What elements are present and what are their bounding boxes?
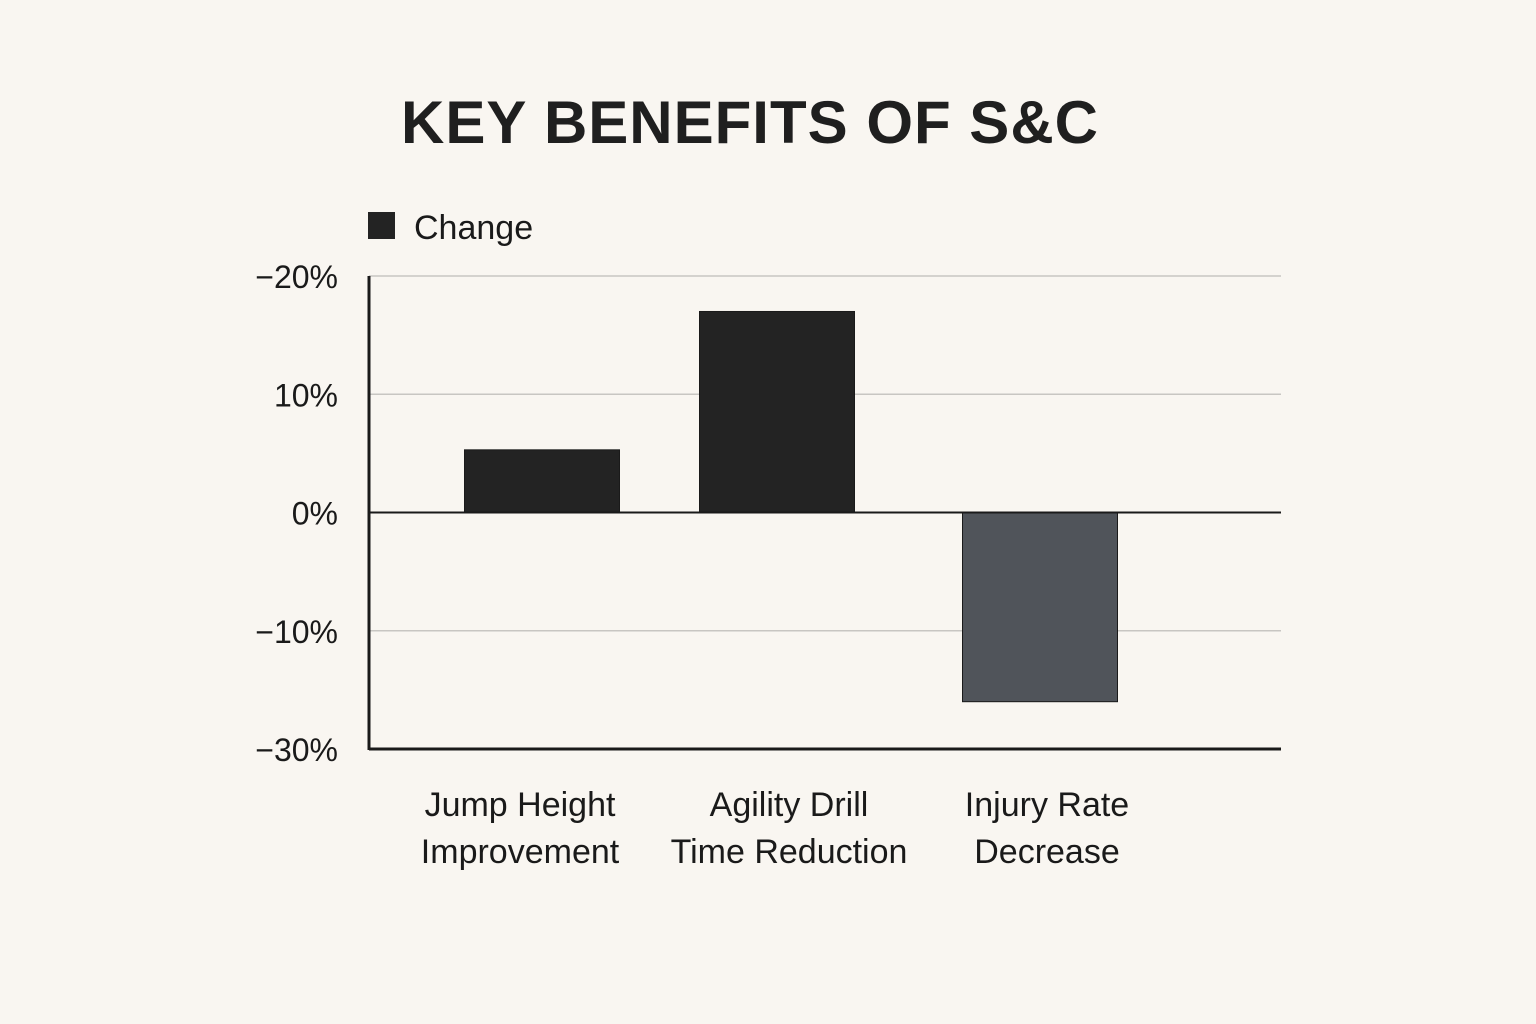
x-tick-label: Time Reduction bbox=[671, 833, 908, 871]
x-tick-label: Agility Drill bbox=[710, 786, 869, 824]
bar bbox=[962, 512, 1118, 703]
legend-swatch bbox=[368, 212, 395, 239]
bar bbox=[464, 449, 620, 514]
chart-title: KEY BENEFITS OF S&C bbox=[401, 89, 1099, 156]
x-tick-label: Decrease bbox=[974, 833, 1120, 871]
legend-label: Change bbox=[414, 209, 533, 247]
y-tick-label: −30% bbox=[255, 732, 338, 768]
x-tick-label: Jump Height bbox=[425, 786, 616, 824]
y-tick-label: −20% bbox=[255, 259, 338, 295]
y-tick-label: 10% bbox=[274, 377, 338, 413]
y-tick-label: 0% bbox=[292, 496, 338, 532]
y-tick-label: −10% bbox=[255, 614, 338, 650]
bar bbox=[699, 310, 855, 513]
x-tick-label: Improvement bbox=[421, 833, 620, 871]
x-tick-label: Injury Rate bbox=[965, 786, 1129, 824]
